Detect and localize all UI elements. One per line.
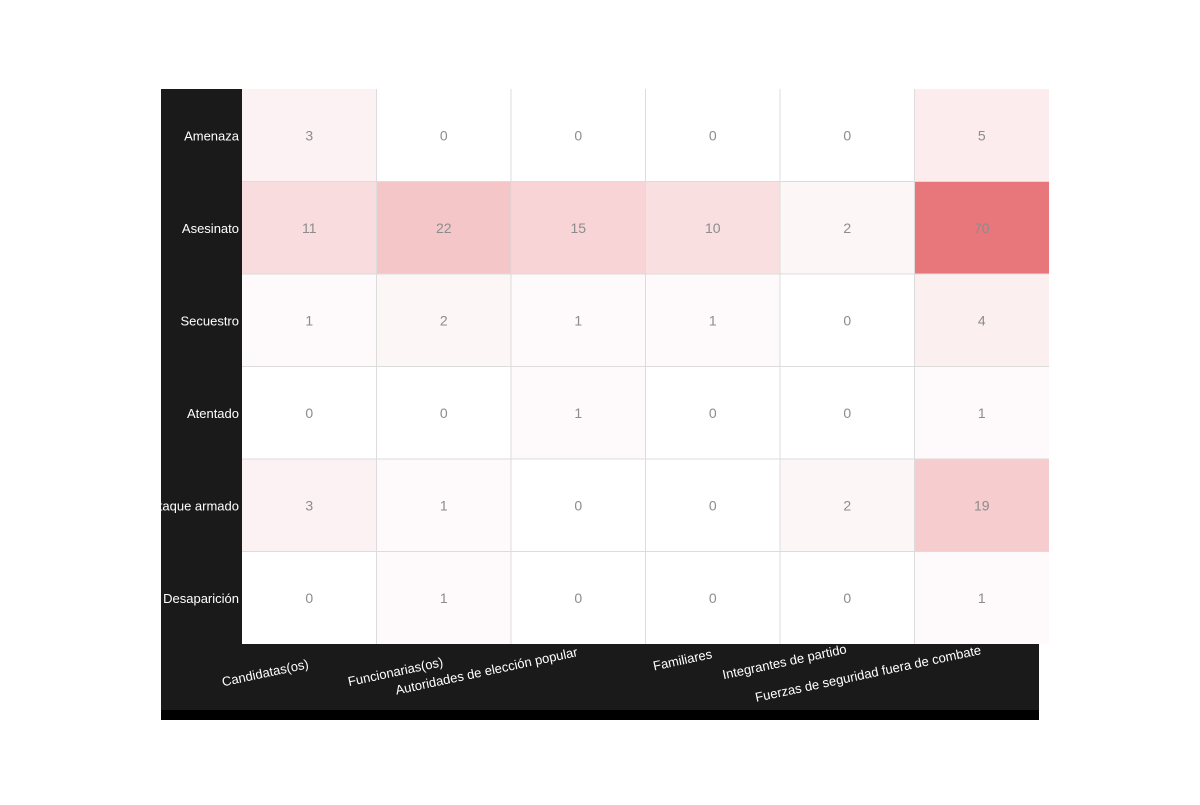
heatmap-cell-asesinato-funcionarias-os [376, 181, 511, 274]
cell-value-ataque-armado-autoridades-de-eleccion-popular: 0 [574, 497, 582, 513]
heatmap-cell-ataque-armado-familiares [645, 459, 780, 552]
cell-value-amenaza-candidatas-os: 3 [305, 127, 313, 143]
row-label-secuestro: Secuestro [180, 313, 239, 328]
heatmap-cell-desaparicion-funcionarias-os [376, 551, 511, 644]
heatmap-cell-desaparicion-autoridades-de-eleccion-popular [511, 551, 646, 644]
row-label-atentado: Atentado [187, 406, 239, 421]
cell-value-atentado-integrantes-de-partido: 0 [843, 405, 851, 421]
cell-value-asesinato-candidatas-os: 11 [302, 220, 317, 236]
cell-value-desaparicion-candidatas-os: 0 [305, 590, 313, 606]
cell-value-desaparicion-funcionarias-os: 1 [440, 590, 448, 606]
heatmap-cell-secuestro-funcionarias-os [376, 274, 511, 367]
heatmap-cell-ataque-armado-autoridades-de-eleccion-popular [511, 459, 646, 552]
cell-value-asesinato-integrantes-de-partido: 2 [843, 220, 851, 236]
heatmap-cell-amenaza-fuerzas-de-seguridad-fuera-de-combate [914, 89, 1049, 182]
heatmap-cell-ataque-armado-integrantes-de-partido [780, 459, 915, 552]
column-label-panel [161, 643, 1039, 720]
cell-value-desaparicion-fuerzas-de-seguridad-fuera-de-combate: 1 [978, 590, 986, 606]
heatmap-cell-amenaza-autoridades-de-eleccion-popular [511, 89, 646, 182]
row-labels-layer: Amenaza Asesinato Secuestro Atentado Ataque … [150, 128, 240, 606]
cell-value-secuestro-funcionarias-os: 2 [440, 312, 448, 328]
cell-value-amenaza-funcionarias-os: 0 [440, 127, 448, 143]
heatmap-cell-secuestro-autoridades-de-eleccion-popular [511, 274, 646, 367]
heatmap-cell-atentado-fuerzas-de-seguridad-fuera-de-combate [914, 366, 1049, 459]
cell-value-atentado-candidatas-os: 0 [305, 405, 313, 421]
cell-value-ataque-armado-funcionarias-os: 1 [440, 497, 448, 513]
row-label-asesinato: Asesinato [182, 221, 239, 236]
cell-value-ataque-armado-integrantes-de-partido: 2 [843, 497, 851, 513]
heatmap-cell-atentado-candidatas-os [242, 366, 377, 459]
heatmap-cell-ataque-armado-funcionarias-os [376, 459, 511, 552]
heatmap-cell-asesinato-familiares [645, 181, 780, 274]
cell-value-amenaza-familiares: 0 [709, 127, 717, 143]
row-label-amenaza: Amenaza [184, 128, 240, 143]
heatmap-cell-desaparicion-integrantes-de-partido [780, 551, 915, 644]
heatmap-cell-desaparicion-candidatas-os [242, 551, 377, 644]
grid-layer [242, 89, 1049, 644]
cell-value-ataque-armado-fuerzas-de-seguridad-fuera-de-combate: 19 [974, 497, 990, 513]
cell-value-desaparicion-familiares: 0 [709, 590, 717, 606]
heatmap-cell-ataque-armado-candidatas-os [242, 459, 377, 552]
cell-value-secuestro-familiares: 1 [709, 312, 717, 328]
cells-layer [242, 89, 1049, 644]
cell-value-atentado-familiares: 0 [709, 405, 717, 421]
cell-value-asesinato-funcionarias-os: 22 [436, 220, 452, 236]
heatmap-cell-atentado-funcionarias-os [376, 366, 511, 459]
row-label-ataque-armado: Ataque armado [150, 498, 239, 513]
cell-value-amenaza-autoridades-de-eleccion-popular: 0 [574, 127, 582, 143]
cell-value-asesinato-fuerzas-de-seguridad-fuera-de-combate: 70 [974, 220, 990, 236]
heatmap-cell-desaparicion-fuerzas-de-seguridad-fuera-de-combate [914, 551, 1049, 644]
heatmap-cell-desaparicion-familiares [645, 551, 780, 644]
heatmap-cell-secuestro-familiares [645, 274, 780, 367]
heatmap-cell-amenaza-candidatas-os [242, 89, 377, 182]
heatmap-cell-asesinato-candidatas-os [242, 181, 377, 274]
values-layer: 3 0 0 0 0 511 22 15 10 2 701 2 1 1 0 40 0 1 0 0 13 1 0 0 2 190 1 0 0… [302, 127, 990, 606]
cell-value-ataque-armado-familiares: 0 [709, 497, 717, 513]
heatmap-cell-secuestro-candidatas-os [242, 274, 377, 367]
cell-value-desaparicion-autoridades-de-eleccion-popular: 0 [574, 590, 582, 606]
cell-value-ataque-armado-candidatas-os: 3 [305, 497, 313, 513]
cell-value-secuestro-integrantes-de-partido: 0 [843, 312, 851, 328]
row-label-desaparicion: Desaparición [163, 591, 239, 606]
cell-value-secuestro-fuerzas-de-seguridad-fuera-de-combate: 4 [978, 312, 986, 328]
heatmap-cell-ataque-armado-fuerzas-de-seguridad-fuera-de-combate [914, 459, 1049, 552]
cell-value-amenaza-fuerzas-de-seguridad-fuera-de-combate: 5 [978, 127, 986, 143]
heatmap-cell-amenaza-familiares [645, 89, 780, 182]
heatmap-cell-secuestro-integrantes-de-partido [780, 274, 915, 367]
cell-value-amenaza-integrantes-de-partido: 0 [843, 127, 851, 143]
cell-value-asesinato-familiares: 10 [705, 220, 721, 236]
heatmap-cell-atentado-familiares [645, 366, 780, 459]
heatmap-cell-atentado-autoridades-de-eleccion-popular [511, 366, 646, 459]
heatmap-cell-secuestro-fuerzas-de-seguridad-fuera-de-combate [914, 274, 1049, 367]
heatmap-cell-asesinato-fuerzas-de-seguridad-fuera-de-combate [914, 181, 1049, 274]
cell-value-secuestro-candidatas-os: 1 [305, 312, 313, 328]
heatmap-cell-amenaza-integrantes-de-partido [780, 89, 915, 182]
bottom-edge-bar [161, 710, 1039, 720]
row-label-panel [161, 89, 242, 720]
cell-value-desaparicion-integrantes-de-partido: 0 [843, 590, 851, 606]
cell-value-secuestro-autoridades-de-eleccion-popular: 1 [574, 312, 582, 328]
heatmap-cell-asesinato-autoridades-de-eleccion-popular [511, 181, 646, 274]
heatmap-cell-amenaza-funcionarias-os [376, 89, 511, 182]
cell-value-atentado-autoridades-de-eleccion-popular: 1 [574, 405, 582, 421]
cell-value-asesinato-autoridades-de-eleccion-popular: 15 [570, 220, 586, 236]
cell-value-atentado-funcionarias-os: 0 [440, 405, 448, 421]
cell-value-atentado-fuerzas-de-seguridad-fuera-de-combate: 1 [978, 405, 986, 421]
heatmap-cell-asesinato-integrantes-de-partido [780, 181, 915, 274]
heatmap-cell-atentado-integrantes-de-partido [780, 366, 915, 459]
